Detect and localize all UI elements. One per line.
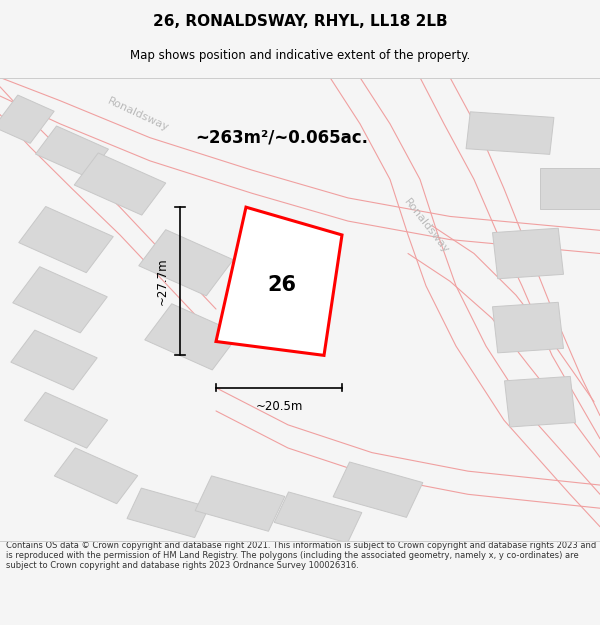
Text: ~263m²/~0.065ac.: ~263m²/~0.065ac. [196, 129, 368, 147]
Polygon shape [25, 392, 107, 448]
Polygon shape [13, 267, 107, 333]
Text: Ronaldsway: Ronaldsway [401, 196, 451, 255]
Text: Map shows position and indicative extent of the property.: Map shows position and indicative extent… [130, 49, 470, 62]
Polygon shape [127, 488, 209, 538]
Polygon shape [11, 330, 97, 390]
Polygon shape [145, 304, 239, 370]
Polygon shape [216, 207, 342, 356]
Text: 26: 26 [268, 275, 296, 295]
Polygon shape [493, 228, 563, 279]
Polygon shape [505, 376, 575, 427]
Polygon shape [466, 112, 554, 154]
Polygon shape [540, 168, 600, 209]
Polygon shape [74, 153, 166, 215]
Polygon shape [0, 95, 54, 143]
Text: 26, RONALDSWAY, RHYL, LL18 2LB: 26, RONALDSWAY, RHYL, LL18 2LB [152, 14, 448, 29]
Text: Ronaldsway: Ronaldsway [106, 96, 170, 133]
Polygon shape [333, 462, 423, 518]
Polygon shape [35, 126, 109, 178]
Text: ~20.5m: ~20.5m [256, 400, 302, 413]
Polygon shape [139, 229, 233, 296]
Text: Contains OS data © Crown copyright and database right 2021. This information is : Contains OS data © Crown copyright and d… [6, 541, 596, 571]
Text: ~27.7m: ~27.7m [155, 258, 169, 305]
Polygon shape [274, 492, 362, 543]
Polygon shape [55, 448, 137, 504]
Polygon shape [493, 302, 563, 353]
Polygon shape [19, 206, 113, 272]
Polygon shape [195, 476, 285, 531]
